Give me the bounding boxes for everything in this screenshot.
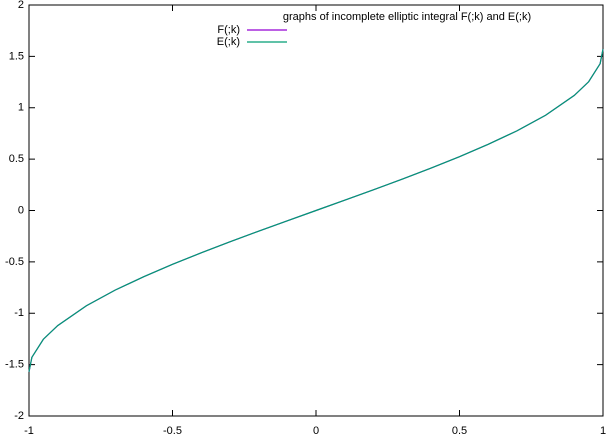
x-tick-label: -1 — [24, 425, 34, 435]
y-tick-label: 0.5 — [9, 153, 24, 165]
y-tick-label: 0 — [18, 204, 24, 216]
y-tick-label: -1 — [14, 307, 24, 319]
y-tick-label: 1.5 — [9, 50, 24, 62]
chart-title: graphs of incomplete elliptic integral F… — [283, 11, 531, 23]
x-tick-label: 1 — [600, 425, 606, 435]
y-tick-label: 1 — [18, 102, 24, 114]
series-line — [28, 48, 604, 373]
y-tick-label: -1.5 — [5, 359, 24, 371]
legend-label: E(;k) — [217, 36, 240, 48]
y-tick-label: -2 — [14, 410, 24, 422]
x-tick-label: -0.5 — [163, 425, 182, 435]
y-tick-label: -0.5 — [5, 256, 24, 268]
legend-label: F(;k) — [217, 24, 240, 36]
x-tick-label: 0.5 — [452, 425, 467, 435]
x-tick-label: 0 — [313, 425, 319, 435]
y-tick-label: 2 — [18, 0, 24, 11]
